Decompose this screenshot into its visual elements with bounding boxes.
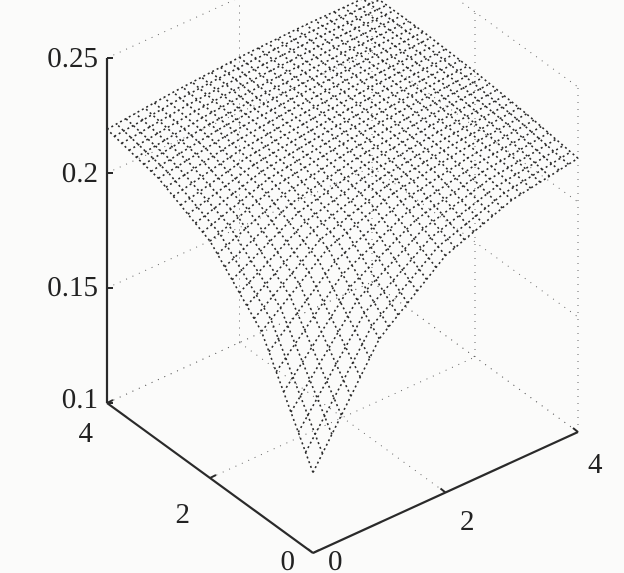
surface-line [362,0,570,165]
surface-line [324,15,532,189]
x-tick-label-4: 4 [588,448,603,480]
x-tick-label-2: 2 [460,505,475,537]
surface-line [276,38,484,225]
surface-mesh [106,0,579,473]
grid-line [106,0,236,59]
surface-line [246,101,513,307]
grid-line [371,281,579,433]
surface-line [333,11,541,183]
surface-line [267,42,475,233]
surface-line [125,118,333,435]
x-tick [439,487,447,494]
surface-line [201,76,409,304]
y-tick-label-4: 4 [79,417,94,449]
z-tick-label-0.25: 0.25 [47,42,98,74]
surface-line [220,66,428,280]
surface-line [229,61,437,268]
surface-line [343,6,551,177]
surface-line [224,83,491,268]
z-tick-label-0.1: 0.1 [62,383,98,415]
axes [105,57,579,555]
grid-line [371,166,579,318]
y-tick-label-2: 2 [176,498,191,530]
z-tick-label-0.15: 0.15 [47,271,98,303]
surface-line [202,65,468,233]
grid-line [371,51,579,203]
surface-line [114,0,380,137]
surface-line [295,28,503,209]
surface-line [275,125,542,373]
x-tick [307,548,314,554]
y-tick-label-0: 0 [281,545,296,573]
surface-line [260,113,527,332]
surface-line [238,95,505,294]
surface-line [282,132,550,393]
surface-line [182,86,390,328]
surface-line [248,51,456,249]
surface-line [163,96,371,359]
surface-line [143,20,410,165]
surface-line [268,119,535,353]
surface-line [144,107,352,397]
y-tick [312,549,320,554]
surface-line [352,2,560,171]
x-tick [572,427,579,433]
surface-line [194,59,461,224]
surface-line [128,9,395,151]
surface-line [106,128,314,473]
grid-line [106,51,373,174]
surface-line [187,53,454,215]
surface-line [172,42,439,197]
surface-line [153,102,362,378]
surface-line [253,107,520,320]
grid-line [106,166,373,289]
x-tick-label-0: 0 [328,545,343,573]
surface-line [106,0,362,130]
surface-line [115,123,324,454]
surface-line [191,81,399,316]
y-tick [106,399,114,404]
surface-line [121,4,388,144]
surface-line [297,144,564,433]
grid-line [239,342,446,493]
z-tick-label-0.2: 0.2 [62,157,98,189]
grid-line [209,356,476,479]
surface-line [290,138,557,413]
surface-line [216,77,483,255]
surface-line [134,112,343,416]
surface-line [231,89,498,281]
surface-line [209,71,476,242]
surface-line [286,33,494,217]
surface-line [314,19,522,195]
surface-line [378,0,579,159]
surface-line [304,151,572,453]
surface-line [165,36,432,188]
y-tick [209,474,217,479]
surface-line [135,15,402,158]
surface-line [180,48,446,206]
